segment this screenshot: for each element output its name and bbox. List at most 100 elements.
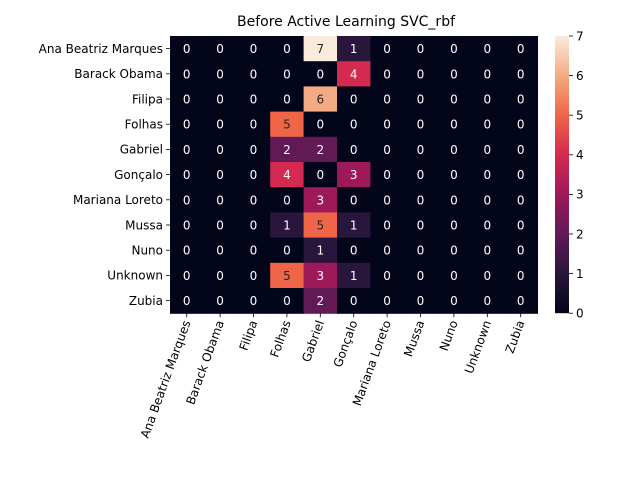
- cell-annotation: 0: [417, 42, 425, 56]
- heatmap-cell: [270, 187, 305, 213]
- heatmap-cell: [504, 262, 538, 289]
- y-tick-label: Zubia: [129, 294, 163, 308]
- cell-annotation: 1: [316, 244, 324, 258]
- cell-annotation: 2: [316, 143, 324, 157]
- cell-annotation: 0: [450, 118, 458, 132]
- cell-annotation: 0: [517, 244, 525, 258]
- heatmap-cell: [203, 262, 238, 289]
- heatmap-cell: [437, 212, 472, 239]
- y-tick-label: Filipa: [132, 92, 163, 106]
- heatmap-cell: [504, 36, 538, 62]
- cell-annotation: 0: [517, 168, 525, 182]
- heatmap-cell: [470, 212, 505, 239]
- heatmap-cell: [337, 136, 371, 163]
- cell-annotation: 0: [350, 118, 358, 132]
- cell-annotation: 0: [316, 67, 324, 81]
- heatmap-cell: [504, 111, 538, 138]
- cell-annotation: 0: [417, 93, 425, 107]
- heatmap-cell: [303, 111, 338, 138]
- cell-annotation: 0: [483, 219, 491, 233]
- cell-annotation: 0: [450, 244, 458, 258]
- cell-annotation: 0: [316, 168, 324, 182]
- heatmap-cell: [470, 262, 505, 289]
- cell-annotation: 0: [250, 294, 258, 308]
- heatmap-cell: [370, 237, 405, 264]
- colorbar-tick-label: 1: [576, 267, 584, 281]
- cell-annotation: 0: [417, 143, 425, 157]
- cell-annotation: 0: [483, 269, 491, 283]
- heatmap-cell: [170, 288, 204, 314]
- heatmap-cell: [437, 262, 472, 289]
- cell-annotation: 0: [216, 219, 224, 233]
- heatmap-cell: [470, 86, 505, 113]
- cell-annotation: 0: [350, 93, 358, 107]
- heatmap-cell: [170, 212, 204, 239]
- heatmap-cell: [504, 162, 538, 188]
- cell-annotation: 0: [350, 244, 358, 258]
- x-tick-label: Ana Beatriz Marques: [138, 318, 194, 440]
- colorbar-tick-label: 3: [576, 188, 584, 202]
- heatmap-cell: [403, 61, 438, 87]
- cell-annotation: 0: [383, 294, 391, 308]
- heatmap-cell: [470, 288, 505, 314]
- heatmap-cell: [504, 237, 538, 264]
- heatmap-cell: [303, 36, 338, 62]
- cell-annotation: 0: [283, 193, 291, 207]
- heatmap-cell: [303, 237, 338, 264]
- heatmap-cell: [370, 288, 405, 314]
- heatmap-cell: [470, 36, 505, 62]
- y-tick-label: Mariana Loreto: [73, 193, 163, 207]
- heatmap-cell: [203, 136, 238, 163]
- cell-annotation: 0: [216, 42, 224, 56]
- cell-annotation: 0: [283, 67, 291, 81]
- cell-annotation: 1: [283, 219, 291, 233]
- heatmap-cell: [403, 212, 438, 239]
- y-tick-label: Ana Beatriz Marques: [39, 42, 163, 56]
- cell-annotation: 0: [450, 294, 458, 308]
- heatmap-cell: [170, 86, 204, 113]
- heatmap-cell: [504, 136, 538, 163]
- heatmap-cell: [437, 111, 472, 138]
- cell-annotation: 0: [183, 244, 191, 258]
- cell-annotation: 1: [350, 269, 358, 283]
- heatmap-cell: [203, 111, 238, 138]
- heatmap-cell: [470, 162, 505, 188]
- heatmap-cell: [270, 36, 305, 62]
- heatmap-cell: [337, 86, 371, 113]
- cell-annotation: 0: [250, 93, 258, 107]
- cell-annotation: 0: [250, 219, 258, 233]
- heatmap-cell: [337, 187, 371, 213]
- cell-annotation: 0: [417, 219, 425, 233]
- heatmap-cell: [403, 162, 438, 188]
- cell-annotation: 4: [283, 168, 291, 182]
- heatmap-cells: [170, 36, 538, 314]
- cell-annotation: 0: [383, 118, 391, 132]
- heatmap-cell: [437, 237, 472, 264]
- cell-annotation: 0: [216, 193, 224, 207]
- heatmap-cell: [170, 187, 204, 213]
- cell-annotation: 0: [483, 42, 491, 56]
- cell-annotation: 0: [417, 244, 425, 258]
- heatmap-cell: [236, 262, 271, 289]
- cell-annotation: 0: [483, 67, 491, 81]
- heatmap-cell: [370, 36, 405, 62]
- cell-annotation: 0: [417, 118, 425, 132]
- heatmap-cell: [437, 86, 472, 113]
- y-tick-label: Unknown: [107, 269, 163, 283]
- heatmap-cell: [437, 187, 472, 213]
- cell-annotation: 0: [183, 294, 191, 308]
- colorbar-tick-label: 4: [576, 148, 584, 162]
- cell-annotation: 0: [450, 269, 458, 283]
- cell-annotation: 0: [417, 294, 425, 308]
- colorbar: 0 1 2 3 4 5 6 7: [555, 29, 584, 321]
- heatmap-cell: [437, 162, 472, 188]
- cell-annotation: 0: [216, 294, 224, 308]
- cell-annotation: 5: [283, 269, 291, 283]
- heatmap-cell: [303, 262, 338, 289]
- heatmap-cell: [270, 288, 305, 314]
- cell-annotation: 0: [283, 93, 291, 107]
- heatmap-cell: [337, 61, 371, 87]
- cell-annotation: 0: [250, 244, 258, 258]
- heatmap-cell: [203, 61, 238, 87]
